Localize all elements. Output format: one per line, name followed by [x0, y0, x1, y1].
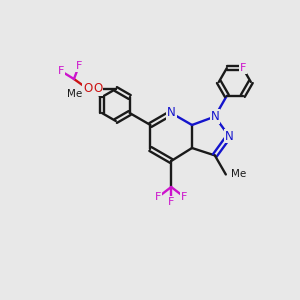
Text: F: F	[181, 192, 188, 202]
Text: O: O	[93, 82, 102, 95]
Text: N: N	[167, 106, 176, 119]
Text: F: F	[168, 197, 174, 207]
Text: N: N	[211, 110, 219, 123]
Text: F: F	[58, 66, 64, 76]
Text: F: F	[76, 61, 82, 71]
Text: F: F	[240, 63, 246, 73]
Text: O: O	[83, 82, 93, 95]
Text: Me: Me	[231, 169, 246, 179]
Text: N: N	[225, 130, 233, 142]
Text: Me: Me	[67, 89, 82, 99]
Text: F: F	[155, 192, 161, 202]
